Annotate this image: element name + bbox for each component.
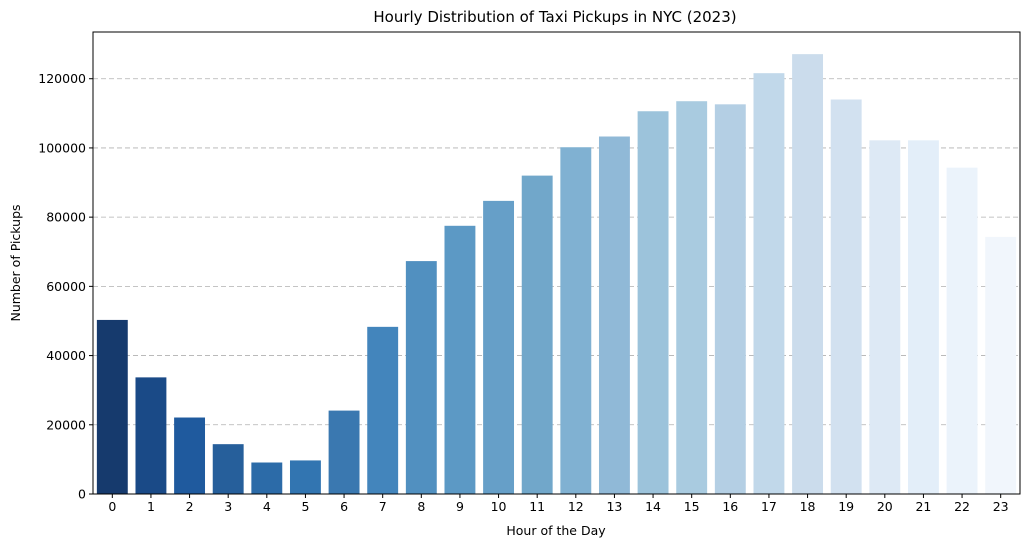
chart-title: Hourly Distribution of Taxi Pickups in N… xyxy=(373,8,736,26)
bar-hour-16 xyxy=(714,104,746,494)
x-tick-label: 14 xyxy=(645,499,661,514)
bar-hour-12 xyxy=(560,147,592,494)
bar-hour-10 xyxy=(483,200,515,494)
y-tick-label: 20000 xyxy=(46,417,86,432)
x-tick-label: 2 xyxy=(186,499,194,514)
x-tick-label: 11 xyxy=(529,499,545,514)
x-tick-label: 13 xyxy=(606,499,622,514)
x-tick-label: 17 xyxy=(761,499,777,514)
bar-hour-3 xyxy=(212,444,244,494)
x-tick-label: 12 xyxy=(568,499,584,514)
x-tick-label: 10 xyxy=(491,499,507,514)
gridlines xyxy=(93,78,1020,495)
bar-hour-18 xyxy=(792,54,824,494)
bar-hour-4 xyxy=(251,462,283,494)
bar-hour-23 xyxy=(985,236,1017,494)
bar-hour-8 xyxy=(405,261,437,494)
bar-hour-17 xyxy=(753,73,785,495)
y-axis-ticks: 0 20000 40000 60000 80000 100000 120000 xyxy=(38,71,93,502)
x-tick-label: 0 xyxy=(108,499,116,514)
bars xyxy=(96,54,1017,495)
bar-hour-15 xyxy=(676,101,708,494)
bar-hour-22 xyxy=(946,167,978,494)
x-tick-label: 16 xyxy=(722,499,738,514)
bar-hour-21 xyxy=(907,140,939,495)
bar-hour-14 xyxy=(637,111,669,494)
y-tick-label: 100000 xyxy=(38,140,86,155)
x-tick-label: 3 xyxy=(224,499,232,514)
bar-hour-11 xyxy=(521,175,553,494)
bar-hour-6 xyxy=(328,410,360,494)
x-tick-label: 1 xyxy=(147,499,155,514)
bar-hour-9 xyxy=(444,225,476,494)
x-tick-label: 8 xyxy=(417,499,425,514)
x-tick-label: 9 xyxy=(456,499,464,514)
y-tick-label: 0 xyxy=(78,487,86,502)
bar-hour-0 xyxy=(96,319,128,494)
y-tick-label: 120000 xyxy=(38,71,86,86)
x-axis-label: Hour of the Day xyxy=(506,523,606,538)
x-tick-label: 22 xyxy=(954,499,970,514)
x-tick-label: 23 xyxy=(993,499,1009,514)
x-tick-label: 18 xyxy=(800,499,816,514)
y-tick-label: 60000 xyxy=(46,279,86,294)
x-tick-label: 6 xyxy=(340,499,348,514)
bar-hour-20 xyxy=(869,140,901,495)
bar-hour-13 xyxy=(598,136,630,494)
x-tick-label: 7 xyxy=(379,499,387,514)
x-tick-label: 19 xyxy=(838,499,854,514)
x-axis-ticks: 0 1 2 3 4 5 6 7 8 9 10 11 12 13 14 15 16 17 18 19 20 21 22 23 xyxy=(108,494,1009,514)
bar-hour-7 xyxy=(367,326,399,494)
x-tick-label: 15 xyxy=(684,499,700,514)
bar-hour-5 xyxy=(289,460,321,494)
y-tick-label: 80000 xyxy=(46,210,86,225)
bar-hour-2 xyxy=(174,417,206,494)
y-tick-label: 40000 xyxy=(46,348,86,363)
bar-hour-1 xyxy=(135,377,167,494)
x-tick-label: 5 xyxy=(301,499,309,514)
x-tick-label: 4 xyxy=(263,499,271,514)
bar-hour-19 xyxy=(830,99,862,494)
plot-frame xyxy=(92,31,1021,495)
x-tick-label: 21 xyxy=(915,499,931,514)
x-tick-label: 20 xyxy=(877,499,893,514)
y-axis-label: Number of Pickups xyxy=(8,204,23,321)
